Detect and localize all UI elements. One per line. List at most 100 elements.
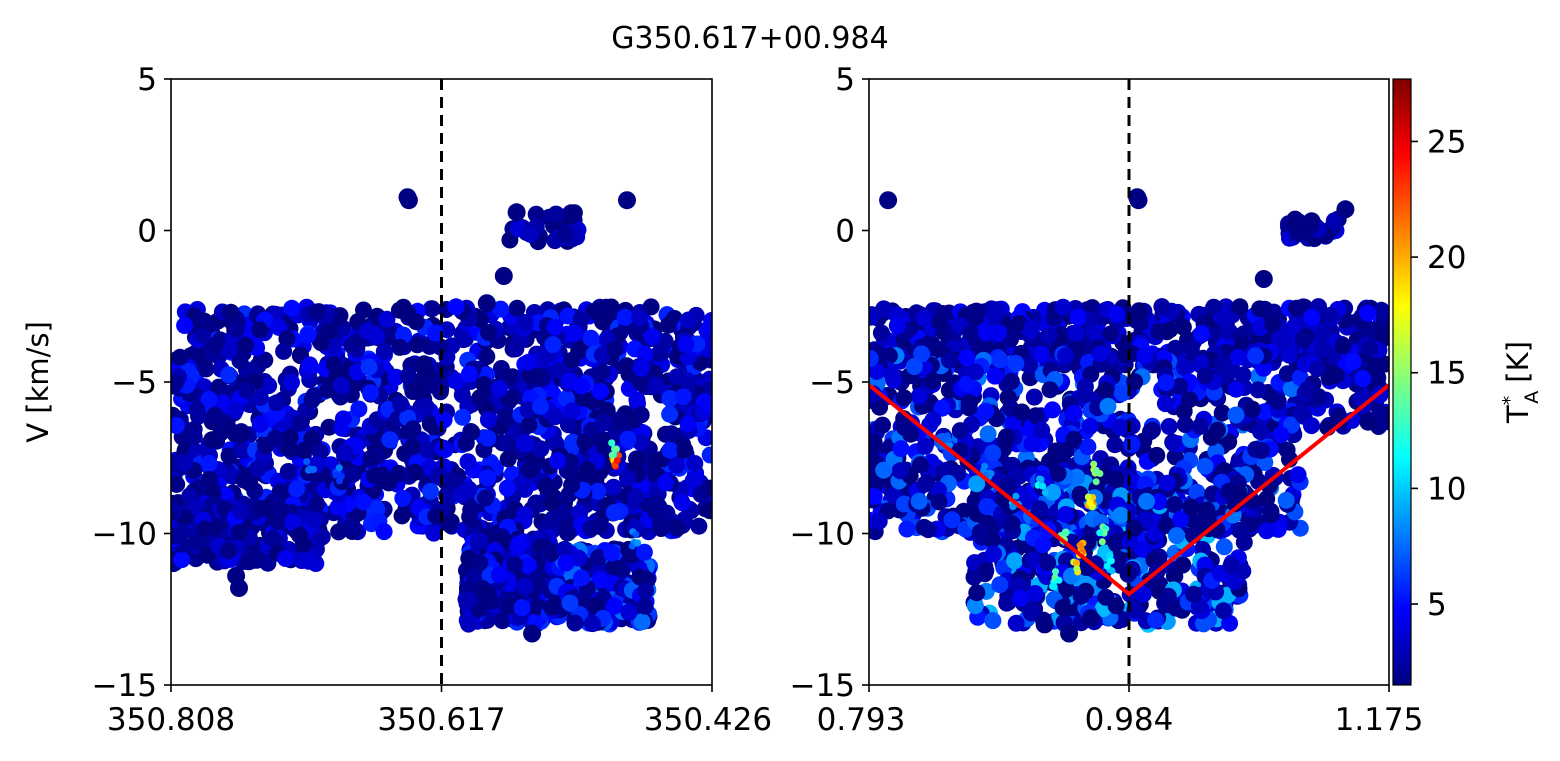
left-scatter-point: [447, 298, 465, 316]
left-scatter-point: [362, 449, 380, 467]
right-scatter-point: [1176, 359, 1193, 376]
left-scatter-point: [480, 324, 498, 341]
left-scatter-point: [313, 528, 331, 546]
right-hot-point: [1108, 567, 1116, 575]
left-scatter-point: [557, 554, 575, 572]
right-scatter-point: [1057, 442, 1075, 460]
right-scatter-point: [1247, 347, 1264, 365]
left-scatter-point: [632, 359, 650, 377]
right-scatter-point: [888, 317, 906, 335]
right-hot-point: [1092, 466, 1100, 474]
left-scatter-point: [206, 406, 224, 424]
right-scatter-point: [1195, 615, 1213, 633]
right-scatter-point: [1007, 614, 1025, 632]
left-outlier-point: [618, 191, 636, 210]
right-scatter-point: [1157, 516, 1175, 534]
left-scatter-point: [171, 475, 186, 493]
left-scatter-point: [422, 482, 439, 500]
left-scatter-point: [299, 326, 317, 344]
left-scatter-point: [471, 554, 489, 572]
right-scatter-point: [1079, 534, 1097, 552]
right-scatter-point: [984, 444, 1002, 462]
right-scatter-point: [1222, 557, 1240, 575]
colorbar-tick-label: 10: [1427, 471, 1466, 507]
right-scatter-point: [984, 612, 1002, 630]
left-scatter-point: [200, 455, 218, 472]
right-scatter-point: [1072, 587, 1090, 605]
right-scatter-point: [1299, 380, 1317, 398]
right-scatter-point: [1106, 436, 1124, 454]
right-scatter-point: [892, 440, 910, 458]
left-scatter-point: [320, 418, 338, 436]
right-scatter-point: [1185, 585, 1203, 603]
right-scatter-point: [1134, 540, 1152, 558]
right-hot-point: [1072, 559, 1080, 567]
right-scatter-point: [962, 324, 980, 342]
right-scatter-point: [1102, 325, 1120, 343]
right-scatter-point: [1292, 404, 1310, 422]
right-scatter-point: [1002, 372, 1020, 390]
left-scatter-point: [226, 401, 244, 419]
left-scatter-point: [406, 463, 424, 481]
left-scatter-point: [460, 365, 478, 383]
left-scatter-point: [676, 441, 694, 459]
right-hot-point: [1039, 482, 1047, 490]
left-scatter-point: [176, 317, 194, 334]
left-scatter-point: [221, 341, 238, 359]
left-scatter-point: [325, 355, 343, 373]
left-scatter-point: [173, 551, 191, 569]
right-scatter-point: [990, 324, 1008, 342]
right-scatter-point: [1215, 309, 1233, 327]
right-scatter-point: [1176, 416, 1194, 434]
right-scatter-point: [1112, 506, 1130, 524]
left-scatter-point: [475, 376, 493, 394]
left-scatter-point: [460, 480, 478, 498]
left-scatter-point: [493, 612, 511, 630]
right-scatter-point: [1229, 348, 1247, 366]
right-scatter-point: [1235, 533, 1253, 551]
left-scatter-point: [661, 441, 679, 459]
right-scatter-point: [958, 349, 976, 367]
left-scatter-point: [591, 382, 609, 400]
right-scatter-point: [912, 456, 929, 474]
right-scatter-point: [1264, 315, 1282, 333]
left-scatter-point: [200, 390, 218, 408]
left-scatter-point: [582, 329, 600, 347]
right-scatter-point: [1172, 510, 1190, 528]
right-scatter-point: [1026, 585, 1044, 602]
right-scatter-point: [1022, 604, 1040, 622]
left-scatter-point: [636, 597, 654, 615]
left-scatter-point: [200, 470, 218, 488]
right-hot-point: [1084, 493, 1092, 501]
left-scatter-point: [548, 598, 566, 616]
left-scatter-point: [423, 300, 441, 318]
left-scatter-point: [365, 467, 383, 485]
left-scatter-point: [344, 465, 362, 483]
right-scatter-point: [1138, 492, 1155, 510]
right-scatter-point: [1069, 308, 1087, 326]
right-scatter-point: [977, 562, 995, 580]
right-scatter-point: [872, 324, 890, 342]
right-scatter-point: [1166, 496, 1183, 514]
right-scatter-point: [1011, 590, 1029, 607]
right-scatter-point: [1161, 321, 1179, 339]
left-scatter-point: [549, 452, 567, 470]
right-y-axis: 5 0 −5 −10 −15: [790, 62, 869, 704]
left-scatter-point: [171, 374, 184, 392]
left-scatter-point: [435, 411, 453, 429]
right-scatter-point: [1303, 417, 1320, 435]
right-scatter-point: [943, 511, 961, 529]
right-scatter-point: [960, 399, 978, 417]
left-scatter-point: [375, 523, 393, 541]
left-scatter-point: [521, 225, 539, 243]
left-scatter-point: [547, 408, 564, 426]
left-scatter-point: [680, 311, 697, 329]
right-scatter-point: [1142, 423, 1159, 441]
right-scatter-point: [869, 350, 879, 367]
left-scatter-point: [537, 477, 555, 495]
right-scatter-point: [1231, 298, 1249, 316]
left-scatter-point: [657, 474, 675, 492]
left-scatter-point: [404, 438, 422, 455]
right-scatter-point: [1180, 391, 1198, 409]
left-scatter-points: [171, 188, 712, 643]
